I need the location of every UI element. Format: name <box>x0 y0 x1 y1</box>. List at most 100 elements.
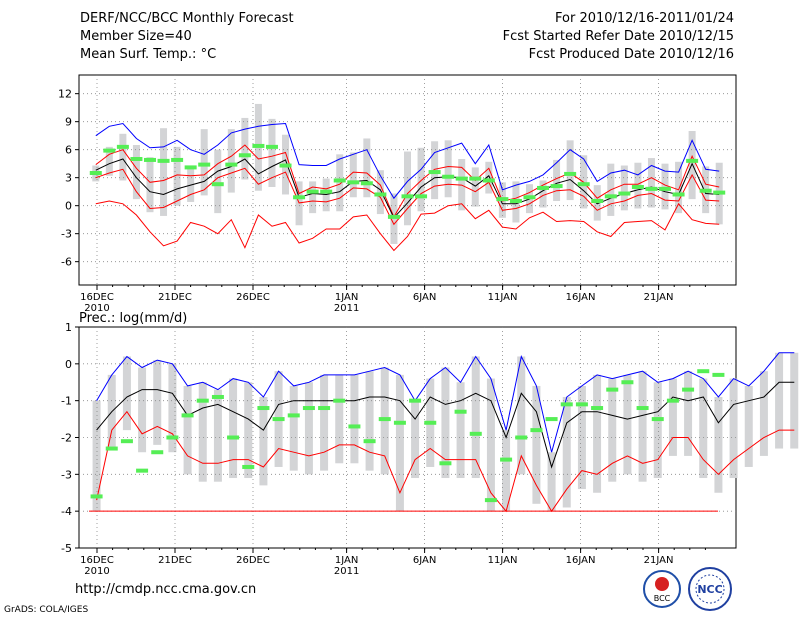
observed-mark <box>211 182 224 187</box>
observed-mark <box>306 189 319 194</box>
spread-box <box>168 363 177 453</box>
y-tick-label: -6 <box>61 256 72 269</box>
observed-mark <box>659 186 672 191</box>
observed-mark <box>90 494 103 499</box>
spread-box <box>444 140 452 198</box>
observed-mark <box>227 435 240 440</box>
max-line <box>95 122 720 200</box>
observed-mark <box>484 498 497 503</box>
spread-box <box>173 146 181 206</box>
spread-box <box>608 378 617 482</box>
observed-mark <box>171 157 184 162</box>
refer-date: Fcst Started Refer Date 2010/12/15 <box>502 29 734 44</box>
y-tick-label: 0 <box>65 200 72 213</box>
observed-mark <box>699 188 712 193</box>
y-tick-label: -3 <box>61 228 72 241</box>
observed-mark <box>196 398 209 403</box>
spread-box <box>759 371 768 456</box>
spread-box <box>376 170 384 215</box>
spread-box <box>553 159 561 201</box>
spread-box <box>653 382 662 479</box>
spread-box <box>404 151 411 226</box>
panel-2 <box>75 326 799 553</box>
forecast-period: For 2010/12/16-2011/01/24 <box>555 11 734 26</box>
spread-box <box>517 356 526 475</box>
observed-mark <box>393 420 406 425</box>
observed-mark <box>333 398 346 403</box>
observed-mark <box>360 181 373 186</box>
spread-box <box>547 452 556 512</box>
spread-box <box>268 118 276 187</box>
observed-mark <box>151 450 164 455</box>
spread-box <box>336 154 344 212</box>
x-tick-sublabel: 2011 <box>334 303 359 314</box>
x-tick-label: 11JAN <box>488 292 518 303</box>
y-tick-label: 0 <box>65 358 72 371</box>
spread-box <box>502 430 511 512</box>
observed-mark <box>428 170 441 175</box>
spread-box <box>699 378 708 479</box>
observed-mark <box>347 180 360 185</box>
observed-mark <box>257 406 270 411</box>
observed-mark <box>530 428 543 433</box>
spread-box <box>688 131 696 200</box>
observed-mark <box>143 157 156 162</box>
min-line <box>96 410 795 513</box>
observed-mark <box>157 158 170 163</box>
observed-mark <box>348 424 361 429</box>
observed-mark <box>697 369 710 374</box>
observed-mark <box>333 178 346 183</box>
ncc-logo-inner <box>695 574 725 604</box>
observed-mark <box>672 192 685 197</box>
spread-box <box>229 378 238 479</box>
observed-mark <box>469 176 482 181</box>
spread-box <box>562 396 571 508</box>
source-url[interactable]: http://cmdp.ncc.cma.gov.cn <box>75 582 257 597</box>
spread-box <box>532 385 541 504</box>
spread-box <box>471 167 479 207</box>
observed-mark <box>713 190 726 195</box>
observed-mark <box>439 461 452 466</box>
x-tick-sublabel: 2011 <box>334 566 359 577</box>
observed-mark <box>198 162 211 167</box>
observed-mark <box>89 171 102 175</box>
y-tick-label: 1 <box>65 321 72 334</box>
observed-mark <box>550 184 563 189</box>
spread-box <box>714 396 723 493</box>
observed-mark <box>545 417 558 422</box>
spread-box <box>539 180 547 208</box>
observed-mark <box>560 402 573 407</box>
observed-mark <box>651 417 664 422</box>
panel-frame <box>78 74 737 286</box>
observed-mark <box>181 413 194 418</box>
spread-box <box>623 374 632 475</box>
spread-box <box>620 165 628 211</box>
observed-mark <box>442 174 455 179</box>
observed-mark <box>136 468 149 473</box>
observed-mark <box>415 194 428 199</box>
observed-mark <box>712 372 725 377</box>
observed-mark <box>606 387 619 392</box>
observed-mark <box>618 191 631 196</box>
spread-box <box>365 371 374 471</box>
observed-mark <box>682 387 695 392</box>
spread-box <box>289 385 298 471</box>
observed-mark <box>130 157 143 161</box>
spread-box <box>153 360 162 445</box>
observed-mark <box>636 406 649 411</box>
x-tick-label: 6JAN <box>413 292 436 303</box>
bcc-logo-text: BCC <box>654 594 671 603</box>
spread-box <box>119 133 127 181</box>
observed-mark <box>287 413 300 418</box>
x-tick-sublabel: 2010 <box>84 303 109 314</box>
observed-mark <box>645 186 658 191</box>
member-size: Member Size=40 <box>80 29 192 44</box>
observed-mark <box>252 143 265 148</box>
y-tick-label: -3 <box>61 468 72 481</box>
spread-box <box>486 378 495 512</box>
observed-mark <box>105 446 118 451</box>
spread-box <box>241 117 249 180</box>
observed-mark <box>537 185 550 190</box>
spread-box <box>411 400 420 479</box>
spread-box <box>395 374 404 512</box>
